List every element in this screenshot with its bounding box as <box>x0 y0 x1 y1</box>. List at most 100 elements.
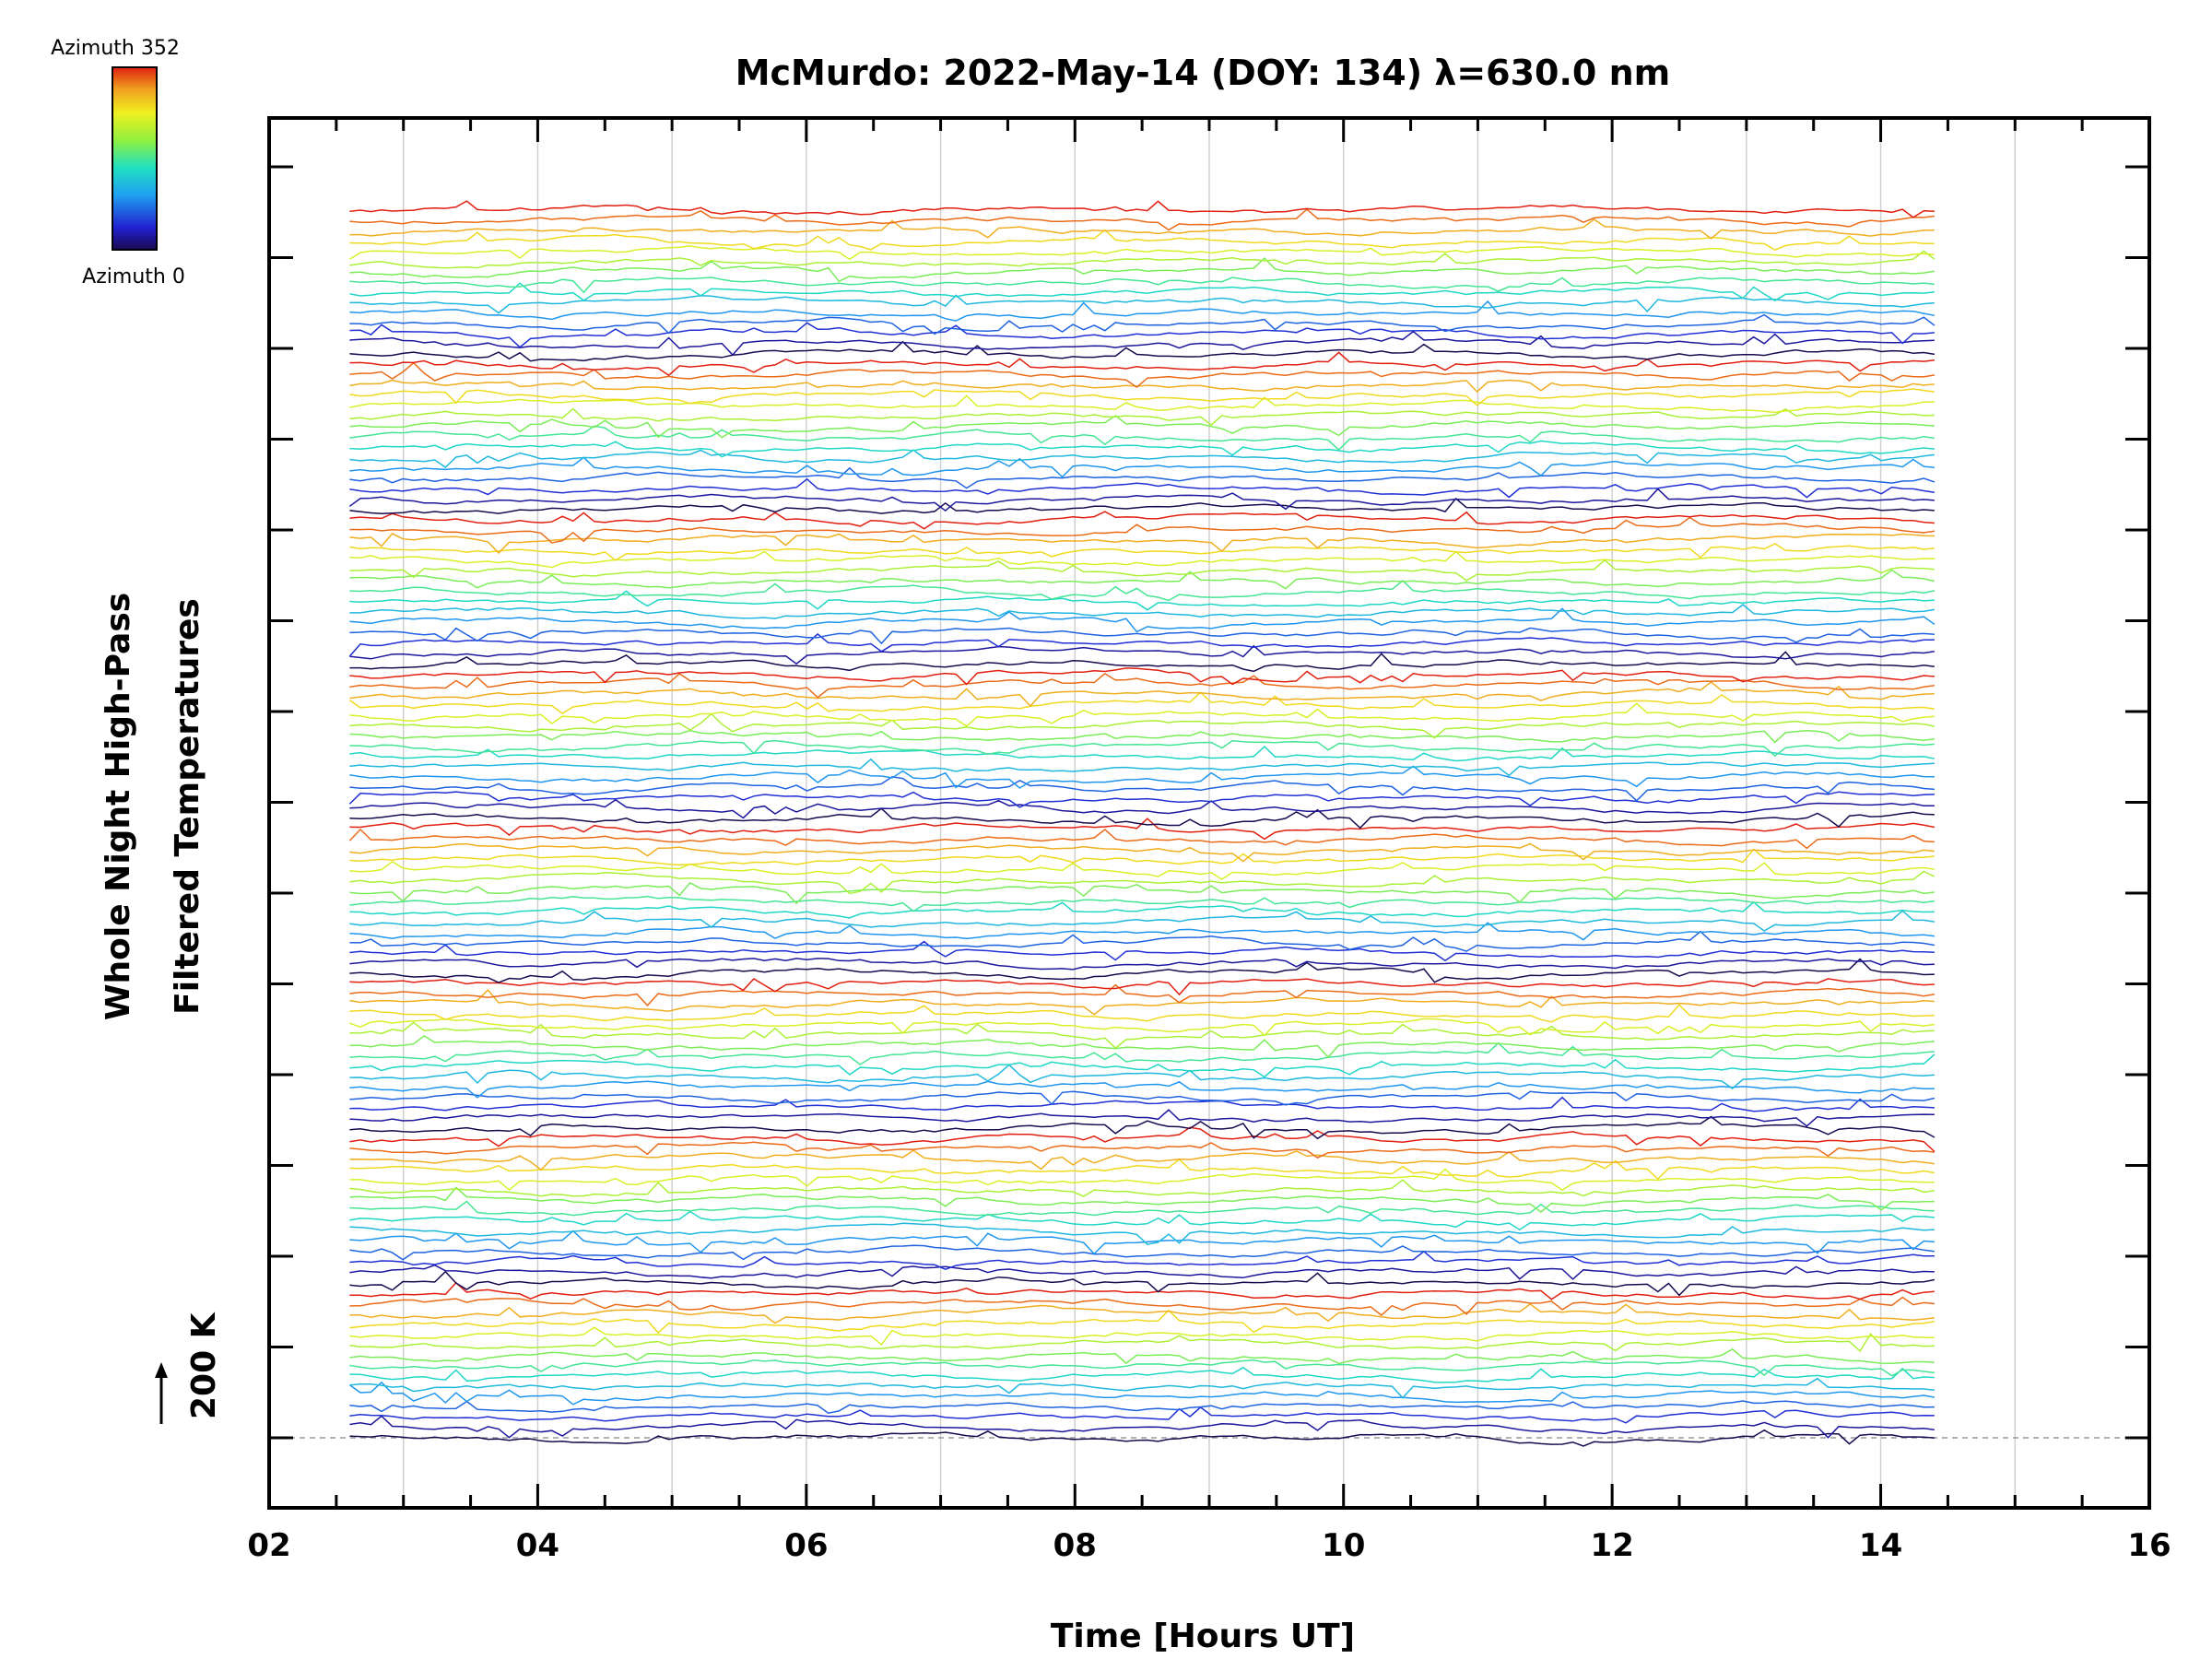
series-line <box>349 1296 1935 1316</box>
series-line <box>349 1141 1935 1159</box>
x-tick-label: 04 <box>516 1527 559 1564</box>
series-line <box>349 425 1936 452</box>
series-line <box>349 895 1936 912</box>
series-line <box>349 569 1936 590</box>
series-line <box>349 672 1936 699</box>
series-line <box>349 1281 1935 1300</box>
axes: 02 04 06 08 10 12 14 16 <box>247 116 2171 1564</box>
series-line <box>349 1366 1935 1383</box>
series-line <box>348 828 1935 850</box>
series-line <box>349 543 1935 561</box>
series-line <box>349 958 1935 983</box>
series-line <box>349 978 1935 996</box>
x-tick-label: 02 <box>247 1527 290 1564</box>
series-line <box>349 922 1935 941</box>
series-line <box>349 644 1936 665</box>
series-line <box>349 870 1936 895</box>
series-line <box>349 1021 1935 1050</box>
x-tick-label: 08 <box>1053 1527 1097 1564</box>
series-line <box>349 1126 1936 1153</box>
series-line <box>349 322 1935 348</box>
series-line <box>349 1326 1935 1346</box>
series-line <box>349 1149 1935 1171</box>
series-line <box>349 1034 1935 1059</box>
series-line <box>349 681 1935 708</box>
series-line <box>349 729 1936 744</box>
series-line <box>349 1090 1936 1106</box>
chart-title: McMurdo: 2022-May-14 (DOY: 134) λ=630.0 … <box>735 53 1671 93</box>
series-line <box>349 1222 1935 1245</box>
series-line <box>349 1333 1935 1353</box>
colorbar <box>112 66 158 251</box>
series-line <box>349 1109 1935 1127</box>
series-line <box>349 958 1935 971</box>
series-line <box>349 340 1936 362</box>
y-axis-label-line2: Filtered Temperatures <box>169 598 206 1015</box>
series-line <box>349 532 1935 555</box>
series-line <box>349 313 1936 335</box>
series-line <box>349 407 1935 427</box>
series-line <box>349 842 1935 863</box>
series-line <box>349 282 1935 302</box>
series-line <box>348 791 1935 808</box>
series-line <box>349 415 1935 439</box>
scale-label: 200 K <box>185 1312 223 1419</box>
series-line <box>349 1186 1935 1214</box>
series-line <box>349 1053 1936 1078</box>
series-line <box>349 758 1935 777</box>
series-line <box>349 1429 1935 1447</box>
series-line <box>349 798 1935 819</box>
series-line <box>349 765 1935 789</box>
series-line <box>349 550 1935 569</box>
series-line <box>349 1210 1935 1231</box>
series-line <box>349 930 1936 952</box>
series-line <box>349 497 1935 515</box>
series-line <box>349 276 1935 294</box>
series-line <box>349 1250 1935 1271</box>
series-line <box>349 1041 1935 1065</box>
series-line <box>349 1377 1935 1399</box>
series-line <box>349 860 1936 880</box>
series-line <box>349 745 1936 762</box>
x-tick-label: 06 <box>784 1527 828 1564</box>
series-line <box>349 988 1935 1016</box>
series-line <box>349 627 1935 645</box>
series-line <box>349 256 1936 283</box>
series-line <box>349 330 1935 357</box>
series-line <box>349 604 1936 619</box>
series-line <box>348 691 1936 715</box>
series-line <box>349 229 1935 252</box>
series-line <box>349 1018 1936 1037</box>
series-line <box>349 739 1935 758</box>
series-line <box>348 488 1935 512</box>
series-line <box>349 300 1936 322</box>
series-line <box>349 294 1935 314</box>
series-line <box>349 1004 1935 1023</box>
x-tick-label: 16 <box>2127 1527 2171 1564</box>
x-tick-label: 14 <box>1859 1527 1902 1564</box>
series-line <box>349 1096 1935 1112</box>
series-line <box>349 1270 1936 1297</box>
y-axis-label-line1: Whole Night High-Pass <box>100 593 137 1020</box>
series-line <box>349 1400 1935 1414</box>
series-line <box>349 449 1935 468</box>
x-axis-label: Time [Hours UT] <box>1051 1618 1355 1655</box>
series-line <box>349 361 1936 389</box>
series-line <box>349 881 1935 905</box>
series-line <box>349 511 1935 530</box>
series-line <box>348 1381 1936 1406</box>
series-line <box>349 245 1935 261</box>
series-line <box>349 667 1935 686</box>
scale-marker: 200 K <box>155 1312 223 1424</box>
colorbar-legend: Azimuth 352 Azimuth 0 <box>51 37 185 288</box>
series-line <box>349 1115 1936 1140</box>
series-line <box>349 580 1936 602</box>
series-line <box>349 379 1935 394</box>
series-line <box>349 394 1935 414</box>
series-line <box>349 1406 1935 1424</box>
colorbar-label-bottom: Azimuth 0 <box>82 265 185 288</box>
series-line <box>349 351 1935 377</box>
series-line <box>349 807 1935 830</box>
series-line <box>349 477 1936 499</box>
